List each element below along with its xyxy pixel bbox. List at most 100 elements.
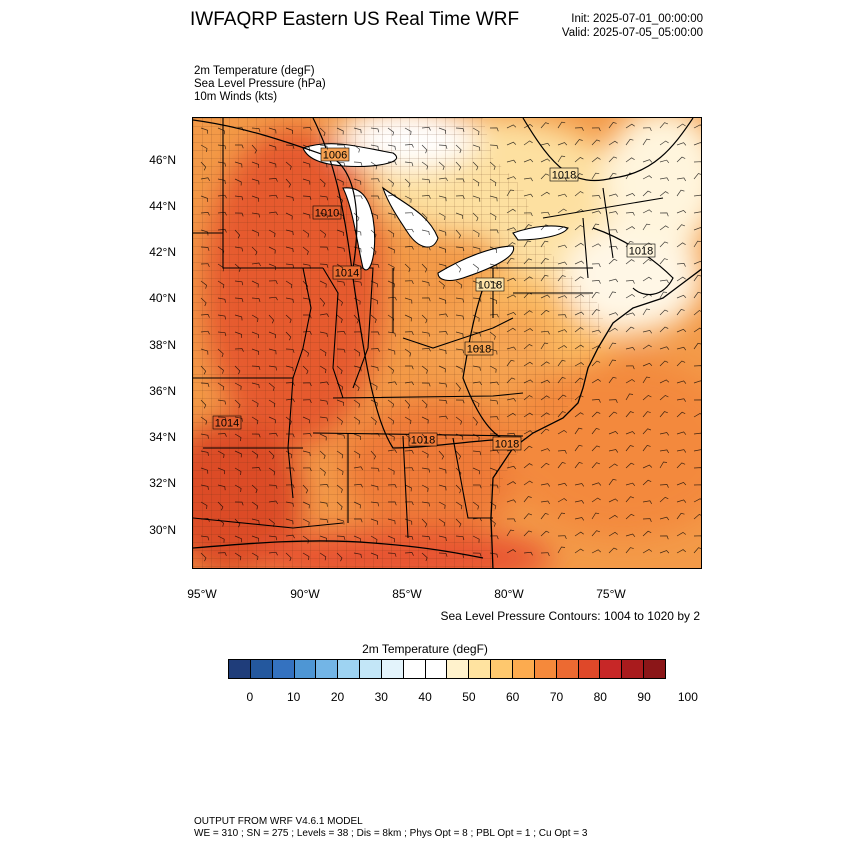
wind-barb — [251, 552, 259, 561]
wind-barb — [234, 365, 241, 375]
wind-barb — [591, 309, 600, 316]
wind-barb — [353, 297, 361, 305]
lat-label: 32°N — [149, 476, 176, 490]
wind-barb — [455, 433, 463, 440]
wind-barb — [455, 246, 465, 252]
wind-barb — [506, 277, 517, 282]
wind-barb — [353, 433, 361, 440]
colorbar-box — [447, 660, 470, 678]
wind-barb — [506, 377, 516, 384]
wind-barb — [659, 191, 669, 197]
wind-barb — [217, 280, 225, 289]
wind-barb — [608, 278, 619, 283]
wind-barb — [676, 328, 687, 333]
wind-barb — [302, 348, 309, 357]
wind-barb — [506, 346, 517, 351]
wind-barb — [506, 159, 517, 164]
wind-barb — [404, 297, 413, 304]
wind-barb — [693, 342, 701, 350]
wind-barb — [421, 501, 431, 507]
wind-barb — [642, 223, 651, 231]
wind-barb — [506, 208, 516, 214]
pressure-label: 1018 — [495, 439, 519, 451]
wind-barb — [251, 331, 259, 339]
wind-barb — [540, 330, 550, 335]
colorbar-tick-label: 30 — [374, 690, 388, 704]
wind-barb — [489, 467, 497, 475]
wind-barb — [693, 173, 701, 180]
wind-barb — [608, 156, 618, 163]
wind-barb — [591, 195, 601, 199]
wind-barb — [676, 142, 687, 146]
wind-barb — [438, 552, 448, 557]
wind-barb — [387, 246, 395, 254]
wind-barb — [285, 450, 293, 459]
wind-barb — [489, 365, 497, 373]
wind-barb — [574, 412, 584, 418]
wind-barb — [540, 361, 550, 367]
wind-barb — [387, 381, 398, 385]
wind-barb — [625, 365, 635, 370]
wind-barb — [285, 365, 294, 372]
colorbar-tick-label: 50 — [462, 690, 476, 704]
wind-barb — [625, 138, 634, 146]
wind-barb — [591, 345, 602, 350]
wind-barb — [370, 416, 377, 425]
wind-barb — [455, 229, 462, 239]
wind-barb — [591, 497, 601, 503]
wind-barb — [472, 365, 481, 371]
wind-barb — [302, 433, 312, 437]
colorbar-tick-label: 100 — [677, 690, 698, 704]
wind-barb — [319, 501, 328, 507]
wind-barb — [455, 518, 462, 528]
wind-barb — [472, 433, 480, 441]
wind-barb — [608, 531, 619, 537]
wind-barb — [659, 177, 670, 181]
wind-barb — [217, 416, 227, 421]
wind-barb — [642, 190, 652, 197]
wind-barb — [302, 144, 310, 152]
wind-barb — [319, 535, 328, 542]
wind-barb — [506, 412, 516, 418]
wind-barb — [676, 308, 685, 316]
wind-barb — [540, 309, 550, 316]
wind-barb — [404, 552, 414, 556]
wind-barb — [557, 155, 566, 163]
wind-barb — [574, 344, 584, 350]
wind-barb — [438, 195, 447, 202]
field-label-winds: 10m Winds (kts) — [194, 91, 278, 103]
wind-barb — [404, 535, 414, 540]
wind-barb — [268, 211, 279, 216]
wind-barb — [591, 530, 601, 537]
wind-barb — [472, 501, 479, 510]
wind-barb — [455, 382, 461, 392]
wind-barb — [540, 342, 549, 350]
wind-barb — [319, 518, 329, 524]
wind-barb — [659, 535, 669, 540]
wind-barb — [693, 380, 701, 384]
wind-barb — [370, 433, 380, 437]
wind-barb — [387, 365, 395, 374]
wind-barb — [438, 484, 447, 491]
wind-barb — [370, 314, 377, 324]
wind-barb — [319, 348, 327, 357]
wind-barb — [302, 365, 309, 375]
wind-barb — [353, 127, 362, 134]
wind-barb — [421, 144, 428, 154]
wind-barb — [336, 433, 345, 439]
wind-barb — [404, 263, 411, 273]
wind-barb — [591, 360, 601, 367]
wind-barb — [489, 212, 497, 221]
wind-barb — [353, 246, 362, 253]
wind-barb — [251, 127, 261, 133]
wind-barb — [421, 399, 428, 409]
wind-barb — [319, 297, 326, 307]
wind-barb — [523, 430, 534, 435]
lat-label: 36°N — [149, 384, 176, 398]
wind-barb — [387, 535, 395, 543]
wind-barb — [659, 484, 669, 488]
state-boundaries — [193, 118, 664, 539]
wind-barb — [574, 427, 583, 435]
wind-barb — [370, 535, 378, 544]
wind-barb — [336, 365, 343, 375]
